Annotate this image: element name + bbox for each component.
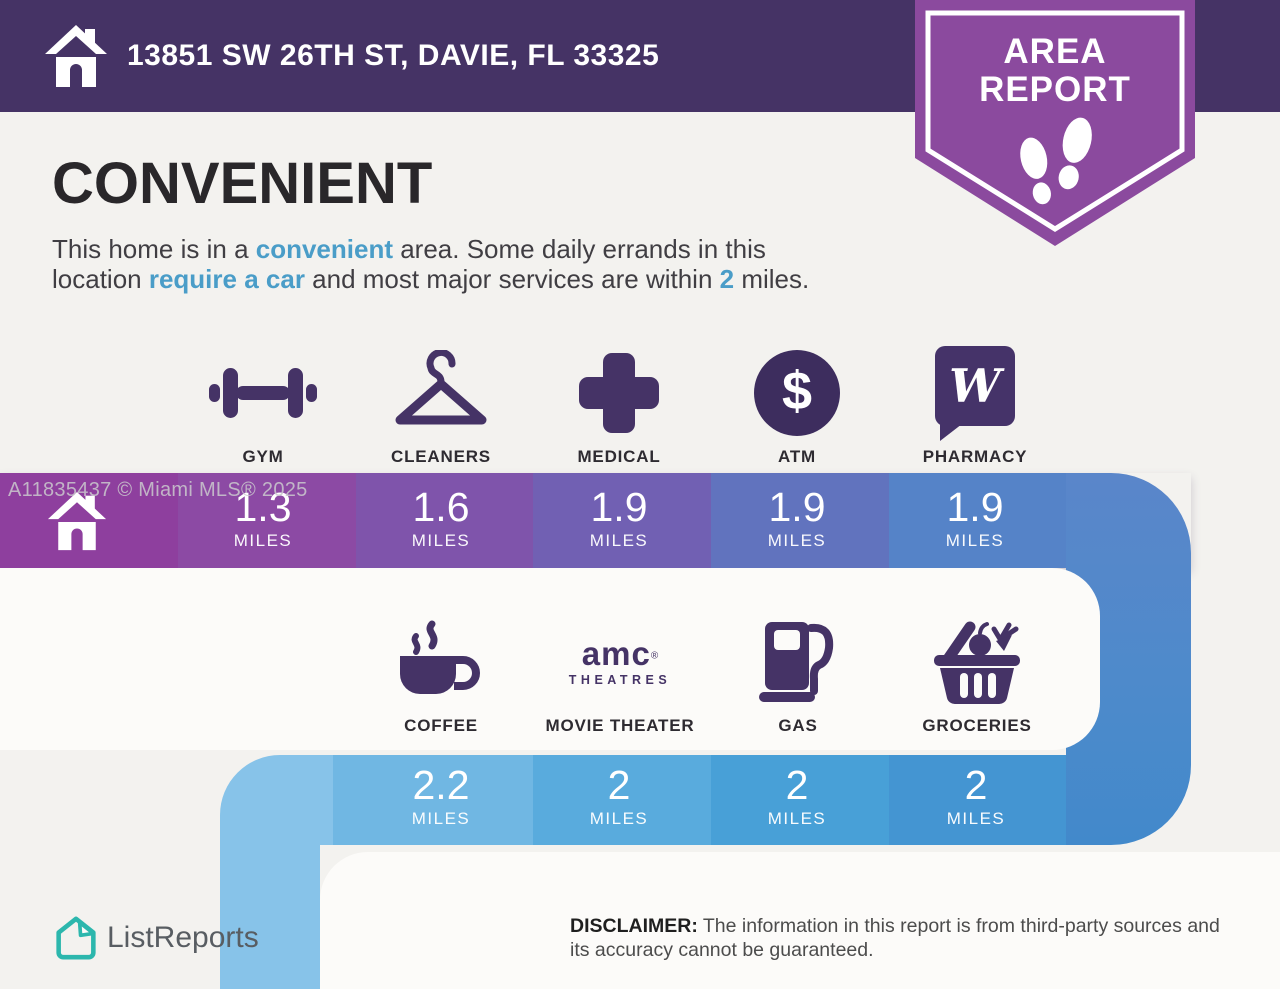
amenity-label: CLEANERS	[391, 447, 491, 466]
footer-panel	[320, 852, 1280, 989]
amenity-pharmacy: W PHARMACY	[885, 346, 1065, 467]
area-report-badge: AREA REPORT	[915, 0, 1195, 250]
amenity-label: GAS	[778, 716, 818, 735]
distance-movie-theater: 2 MILES	[589, 762, 649, 828]
band1-home-segment	[0, 473, 178, 568]
home-icon	[44, 22, 108, 95]
amenity-gas: GAS	[708, 616, 888, 736]
distance-pharmacy: 1.9 MILES	[945, 484, 1005, 550]
amenity-label: ATM	[778, 447, 816, 466]
distance-gas: 2 MILES	[767, 762, 827, 828]
badge-title-line2: REPORT	[979, 70, 1131, 109]
coffee-cup-icon	[351, 616, 531, 708]
disclaimer-label: DISCLAIMER:	[570, 915, 698, 937]
listreports-logo-icon	[56, 916, 96, 960]
amenity-cleaners: CLEANERS	[351, 347, 531, 467]
distance-coffee: 2.2 MILES	[411, 762, 471, 828]
distance-band-1: 1.3 MILES 1.6 MILES 1.9 MILES 1.9 MILES …	[0, 473, 1066, 568]
distance-cleaners: 1.6 MILES	[411, 484, 471, 550]
distance-medical: 1.9 MILES	[589, 484, 649, 550]
grocery-basket-icon	[887, 616, 1067, 708]
home-marker-icon	[47, 491, 107, 556]
amenity-label: MOVIE THEATER	[545, 716, 695, 735]
intro-text: This home is in a convenient area. Some …	[52, 234, 810, 294]
badge-title-line1: AREA	[1003, 32, 1107, 71]
amenity-gym: GYM	[173, 347, 353, 467]
walgreens-icon: W	[935, 346, 1015, 441]
amenity-atm: $ ATM	[707, 347, 887, 467]
footprints-icon	[1020, 117, 1092, 205]
hanger-icon	[351, 347, 531, 439]
amenity-label: MEDICAL	[577, 447, 661, 466]
gas-pump-icon	[708, 616, 888, 708]
page-title: CONVENIENT	[52, 151, 433, 216]
amenity-label: PHARMACY	[922, 447, 1028, 466]
amenity-label: COFFEE	[404, 716, 478, 735]
amenity-coffee: COFFEE	[351, 616, 531, 736]
distance-band-2: 2.2 MILES 2 MILES 2 MILES 2 MILES	[0, 755, 1066, 845]
amenity-label: GROCERIES	[922, 716, 1032, 735]
disclaimer-text: The information in this report is from t…	[570, 915, 1220, 961]
amc-theatres-logo: amc® THEATRES	[568, 635, 672, 688]
band2-left-turn	[220, 755, 333, 845]
property-address: 13851 SW 26TH ST, DAVIE, FL 33325	[127, 39, 660, 72]
distance-atm: 1.9 MILES	[767, 484, 827, 550]
amenity-groceries: GROCERIES	[887, 616, 1067, 736]
listreports-brand: ListReports	[55, 915, 259, 961]
disclaimer: DISCLAIMER: The information in this repo…	[570, 914, 1242, 962]
gym-icon	[173, 347, 353, 439]
dollar-icon: $	[754, 350, 840, 436]
medical-cross-icon	[529, 347, 709, 439]
amenity-movie-theater: amc® THEATRES MOVIE THEATER	[530, 616, 710, 736]
distance-gym: 1.3 MILES	[233, 484, 293, 550]
road-left-tail	[220, 840, 320, 989]
amenity-label: GYM	[242, 447, 284, 466]
amenity-medical: MEDICAL	[529, 347, 709, 467]
brand-name: ListReports	[107, 921, 259, 954]
row2-panel	[0, 568, 1100, 750]
mls-watermark: A11835437 © Miami MLS® 2025	[8, 479, 308, 501]
distance-groceries: 2 MILES	[946, 762, 1006, 828]
